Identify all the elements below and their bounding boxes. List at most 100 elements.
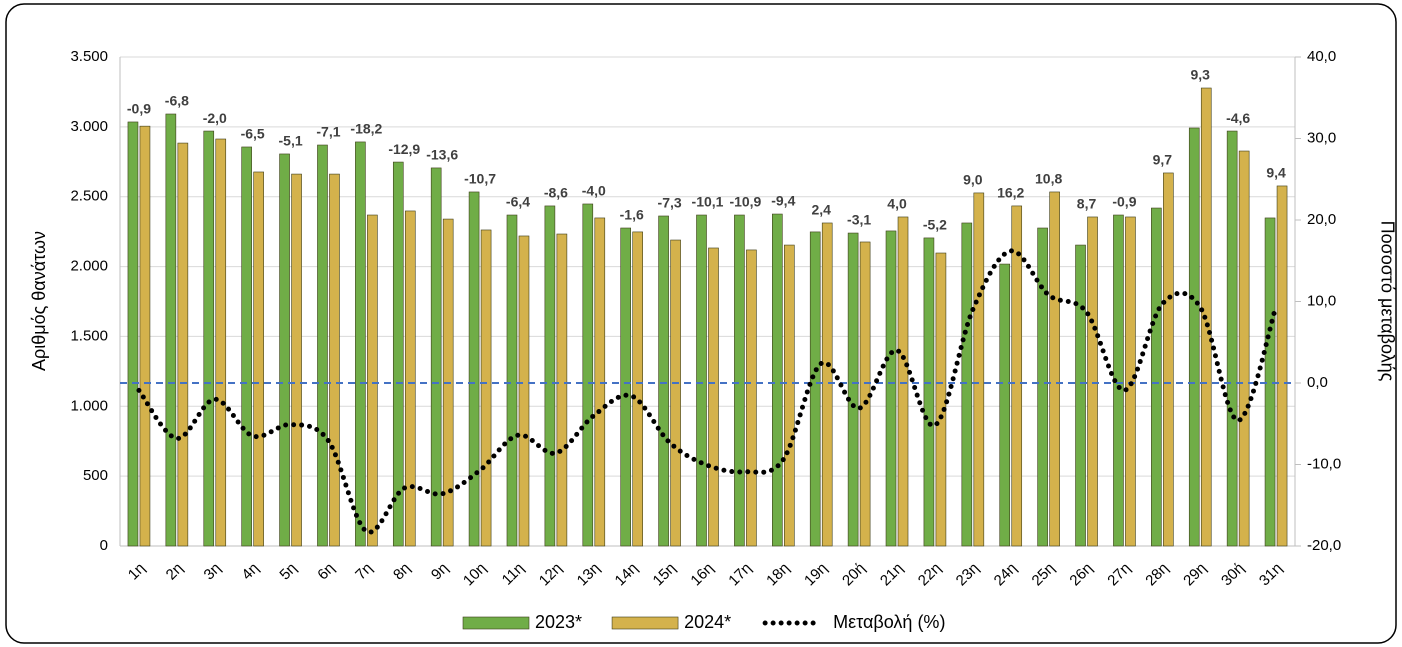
bar: [518, 235, 530, 547]
data-label: 8,7: [1077, 196, 1097, 212]
data-label: -5,1: [279, 133, 303, 149]
data-label: 9,3: [1191, 67, 1211, 83]
data-label: -10,9: [729, 194, 761, 210]
data-label: -9,4: [771, 193, 795, 209]
data-label: 10,8: [1035, 171, 1062, 187]
data-label: -7,3: [658, 195, 682, 211]
bar: [468, 191, 480, 547]
y-tick-label: 3.500: [70, 48, 108, 65]
y2-tick-label: -20,0: [1307, 537, 1341, 554]
data-label: 4,0: [887, 196, 907, 212]
y2-tick-label: 40,0: [1307, 48, 1336, 65]
bar: [746, 249, 757, 547]
bar: [594, 217, 606, 547]
bar: [897, 216, 909, 547]
y-tick-label: 0: [100, 537, 108, 554]
bar: [821, 222, 833, 547]
data-label: -13,6: [426, 147, 458, 163]
bar: [329, 173, 340, 547]
bar: [973, 192, 985, 547]
bar: [1188, 127, 1200, 547]
data-label: -18,2: [350, 121, 382, 137]
bar: [203, 130, 215, 547]
bar: [1163, 172, 1174, 547]
legend-swatch: [462, 616, 530, 630]
data-label: -5,2: [923, 217, 947, 233]
bar: [480, 229, 492, 547]
bar: [1264, 217, 1276, 547]
data-label: 9,0: [963, 172, 983, 188]
data-label: -3,1: [847, 212, 871, 228]
data-label: -8,6: [544, 185, 568, 201]
legend-label: 2024*: [684, 612, 731, 632]
bar: [279, 153, 290, 547]
y2-tick-label: 10,0: [1307, 292, 1336, 309]
bar: [1151, 207, 1162, 547]
y-axis-title: Αριθμός θανάτων: [29, 231, 49, 371]
data-label: -12,9: [388, 141, 420, 157]
data-label: 16,2: [997, 185, 1024, 201]
data-label: -7,1: [316, 124, 340, 140]
bar: [632, 231, 643, 547]
bar: [556, 233, 568, 547]
legend-label: 2023*: [535, 612, 582, 632]
data-label: 2,4: [811, 202, 831, 218]
data-label: 9,4: [1266, 165, 1286, 181]
bar: [317, 144, 328, 547]
bar: [1276, 185, 1288, 547]
bar: [253, 171, 264, 547]
bar: [708, 247, 719, 547]
bar: [1011, 205, 1023, 547]
data-label: -1,6: [620, 207, 644, 223]
data-label: -6,8: [165, 93, 189, 109]
bar: [885, 230, 897, 547]
data-label: -2,0: [203, 110, 227, 126]
bar: [1087, 216, 1098, 547]
line: [136, 248, 1279, 535]
bar: [139, 125, 151, 547]
bar: [772, 213, 783, 547]
data-label: -0,9: [127, 101, 151, 117]
bar: [670, 239, 681, 547]
bar: [291, 173, 302, 547]
bar: [241, 146, 252, 547]
bar: [999, 263, 1011, 547]
bar: [734, 214, 745, 547]
bar: [658, 215, 669, 547]
data-label: -4,6: [1226, 110, 1250, 126]
bar: [404, 210, 416, 547]
y-tick-label: 1.000: [70, 397, 108, 414]
y2-axis-title: Ποσοστό μεταβολής: [1377, 221, 1397, 382]
bar: [177, 142, 189, 547]
bar: [923, 237, 935, 547]
y-tick-label: 2.000: [70, 258, 108, 275]
y-tick-label: 500: [83, 467, 108, 484]
bar: [1226, 130, 1238, 547]
bar: [696, 214, 707, 547]
bar: [847, 232, 859, 547]
bar: [809, 231, 821, 547]
bar: [215, 138, 227, 547]
bar: [1075, 244, 1086, 547]
bar: [1037, 227, 1048, 547]
bar: [961, 222, 973, 547]
bar: [582, 203, 594, 547]
bar: [430, 167, 442, 547]
data-label: -6,5: [241, 126, 265, 142]
legend-label: Μεταβολή (%): [833, 612, 945, 632]
data-label: -0,9: [1112, 194, 1136, 210]
data-label: -4,0: [582, 183, 606, 199]
bar: [127, 121, 139, 547]
bar: [392, 161, 404, 547]
y2-tick-label: 0,0: [1307, 374, 1328, 391]
legend-swatch: [611, 616, 679, 630]
bar: [1049, 191, 1060, 547]
bar: [506, 214, 518, 547]
bar: [935, 252, 947, 547]
y-tick-label: 2.500: [70, 188, 108, 205]
bar: [367, 214, 378, 547]
bar: [165, 113, 177, 547]
y-tick-label: 1.500: [70, 327, 108, 344]
data-label: 9,7: [1153, 152, 1173, 168]
